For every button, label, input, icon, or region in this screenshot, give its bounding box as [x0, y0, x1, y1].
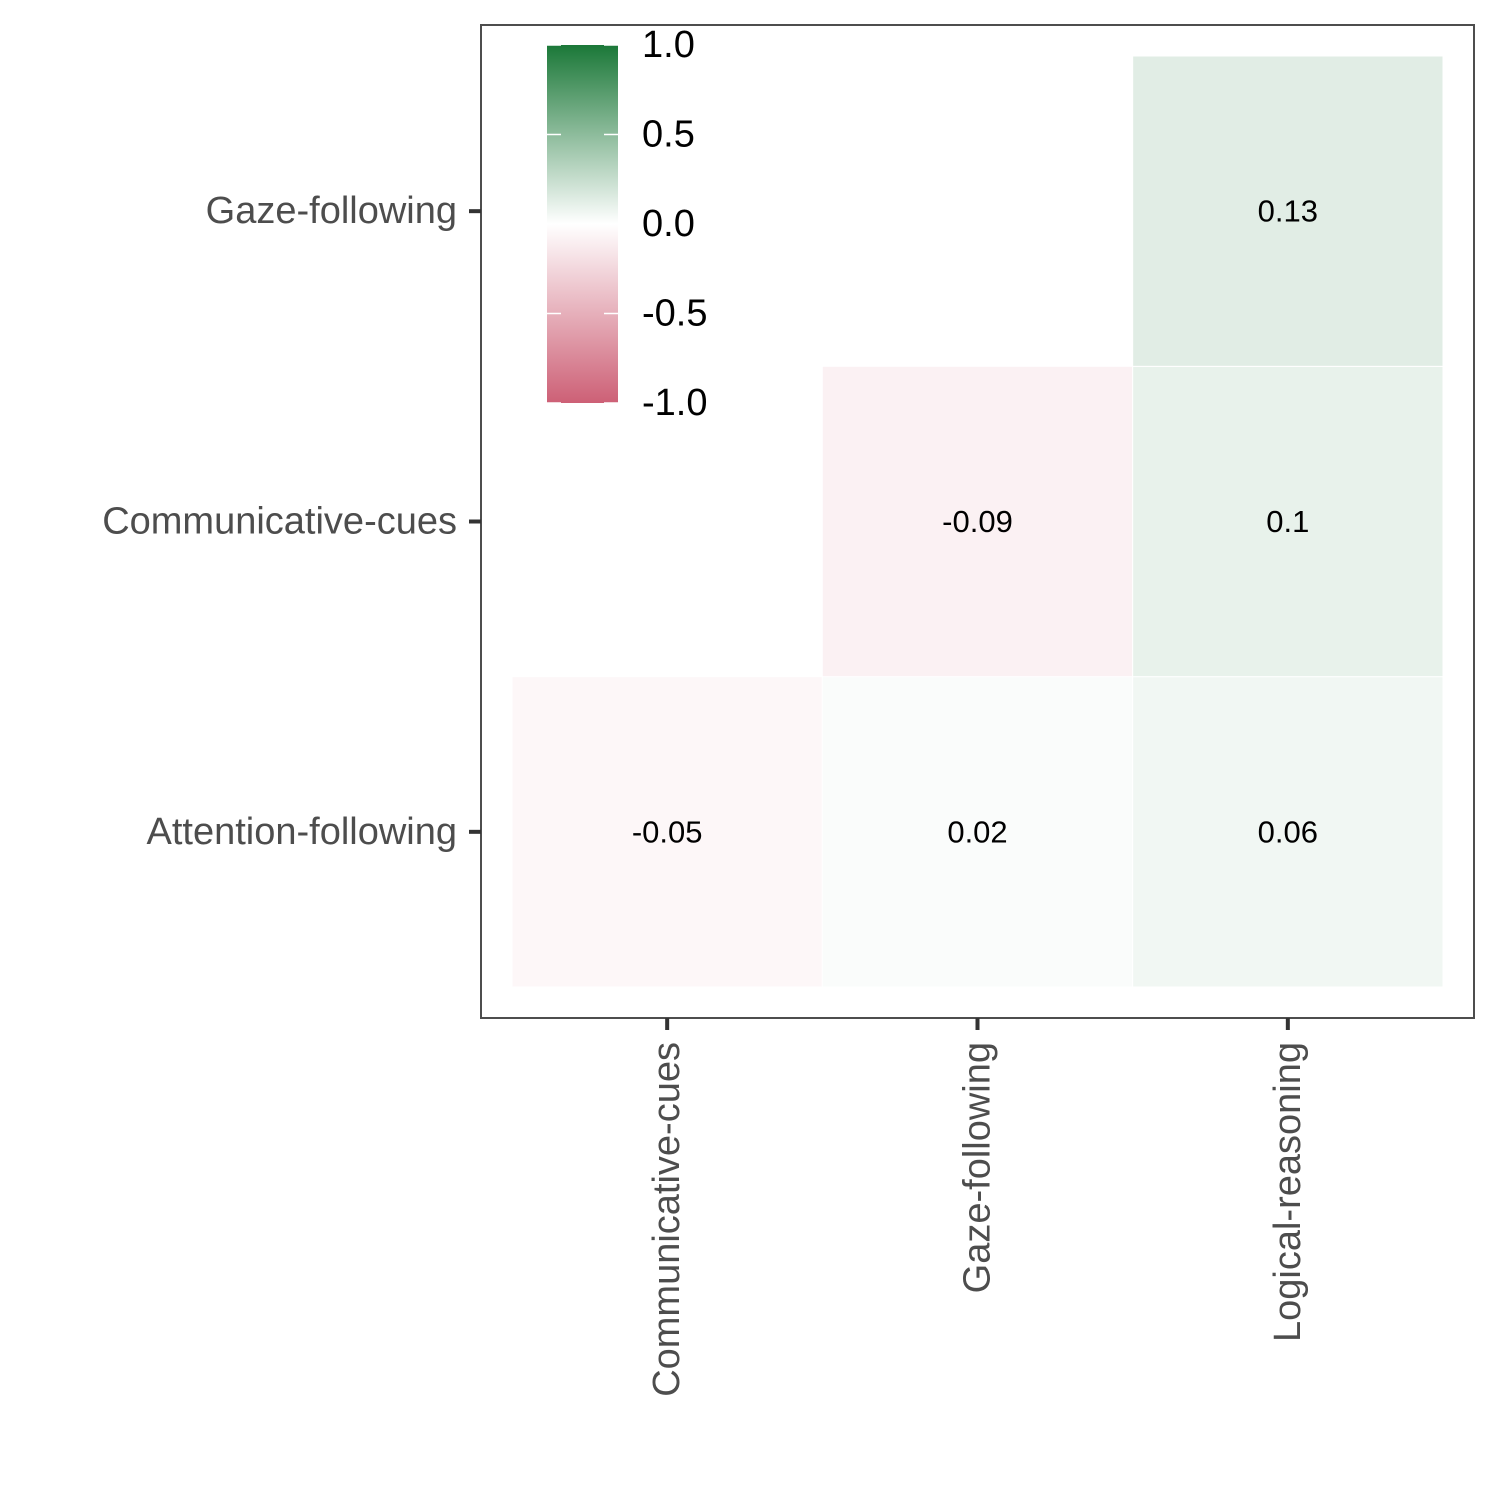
- cell-value-label: 0.1: [1266, 504, 1309, 539]
- y-axis: Attention-following Communicative-cues Gaz…: [102, 190, 481, 853]
- legend-tick-label: -0.5: [642, 293, 707, 335]
- legend-tick-label: 0.0: [642, 203, 695, 245]
- y-tick-label: Communicative-cues: [102, 501, 457, 543]
- legend-tick-label: 0.5: [642, 114, 695, 156]
- heatmap-cell: [821, 676, 1134, 988]
- legend-tick-label: 1.0: [642, 24, 695, 66]
- heatmap-cells: -0.05 0.02 0.06 -0.09 0.1 0.13: [511, 55, 1444, 988]
- legend-tick-label: -1.0: [642, 382, 707, 424]
- x-tick-label: Communicative-cues: [646, 1042, 688, 1397]
- cell-value-label: -0.05: [632, 814, 703, 849]
- heatmap-cell: [511, 676, 823, 988]
- x-axis: Communicative-cues Gaze-following Logical-…: [646, 1018, 1309, 1397]
- heatmap-cell: [821, 365, 1134, 678]
- x-tick-label: Logical-reasoning: [1267, 1042, 1309, 1342]
- cell-value-label: 0.13: [1258, 194, 1318, 229]
- color-legend: 1.0 0.5 0.0 -0.5 -1.0: [547, 24, 707, 424]
- cell-value-label: 0.06: [1258, 814, 1318, 849]
- heatmap-cell: [1132, 55, 1444, 367]
- y-tick-label: Gaze-following: [206, 190, 457, 232]
- cell-value-label: -0.09: [942, 504, 1013, 539]
- y-tick-label: Attention-following: [146, 811, 457, 853]
- x-tick-label: Gaze-following: [957, 1042, 999, 1293]
- heatmap-cell: [1132, 365, 1444, 678]
- cell-value-label: 0.02: [947, 814, 1007, 849]
